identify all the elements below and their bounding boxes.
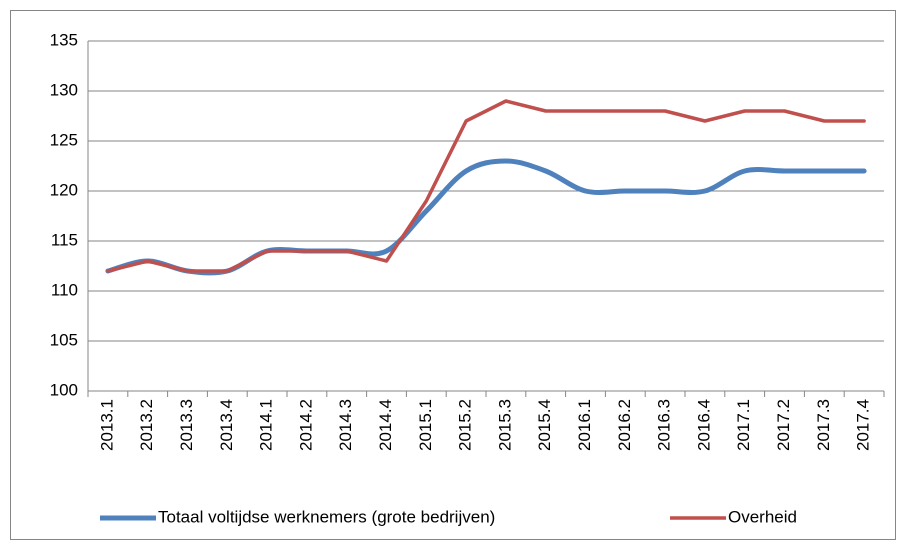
x-tick-label: 2017.1 bbox=[734, 399, 753, 451]
x-tick-label: 2015.3 bbox=[495, 399, 514, 451]
x-tick-label: 2014.4 bbox=[376, 399, 395, 451]
x-tick-label: 2013.4 bbox=[217, 399, 236, 451]
legend-label: Overheid bbox=[728, 507, 797, 526]
x-tick-label: 2016.2 bbox=[615, 399, 634, 451]
x-tick-label: 2013.2 bbox=[137, 399, 156, 451]
x-tick-label: 2016.3 bbox=[655, 399, 674, 451]
y-tick-label: 105 bbox=[50, 330, 78, 349]
y-tick-label: 110 bbox=[51, 280, 78, 299]
y-tick-label: 135 bbox=[50, 30, 78, 49]
x-tick-label: 2017.4 bbox=[854, 399, 873, 451]
y-tick-label: 125 bbox=[50, 130, 78, 149]
y-tick-label: 130 bbox=[50, 80, 78, 99]
x-tick-label: 2015.1 bbox=[416, 399, 435, 451]
x-tick-label: 2016.1 bbox=[575, 399, 594, 451]
x-tick-label: 2017.2 bbox=[774, 399, 793, 451]
x-tick-label: 2015.4 bbox=[535, 399, 554, 451]
chart-border bbox=[10, 10, 896, 540]
x-tick-label: 2014.3 bbox=[336, 399, 355, 451]
y-tick-label: 100 bbox=[50, 380, 78, 399]
legend-label: Totaal voltijdse werknemers (grote bedri… bbox=[158, 507, 495, 526]
x-tick-label: 2013.3 bbox=[177, 399, 196, 451]
x-tick-label: 2016.4 bbox=[694, 399, 713, 451]
x-tick-label: 2017.3 bbox=[814, 399, 833, 451]
y-tick-label: 120 bbox=[50, 180, 78, 199]
y-tick-label: 115 bbox=[51, 230, 78, 249]
x-tick-label: 2013.1 bbox=[97, 399, 116, 451]
x-tick-label: 2015.2 bbox=[456, 399, 475, 451]
x-tick-label: 2014.2 bbox=[296, 399, 315, 451]
x-tick-label: 2014.1 bbox=[257, 399, 276, 451]
line-series bbox=[106, 99, 866, 273]
